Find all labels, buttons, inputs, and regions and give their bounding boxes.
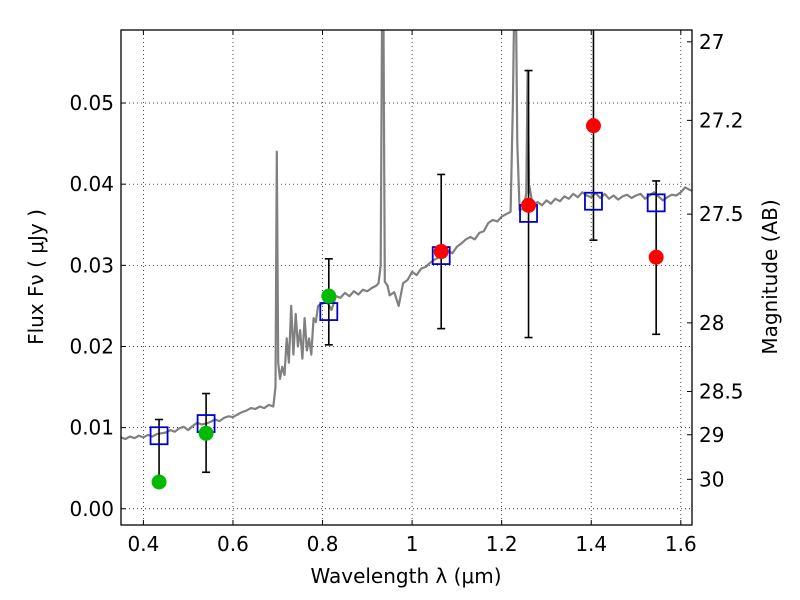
- observed-flux-point: [648, 249, 664, 265]
- y-right-tick-label: 29: [699, 423, 724, 447]
- x-axis-label: Wavelength λ (μm): [310, 564, 501, 588]
- y-right-tick-label: 27.5: [699, 202, 744, 226]
- y-tick-label: 0.04: [69, 172, 114, 196]
- observed-flux-point: [198, 425, 214, 441]
- y-axis-label: Flux Fν ( μJy ): [24, 209, 48, 345]
- y-right-tick-label: 27.2: [699, 108, 744, 132]
- grid-lines: [121, 30, 692, 525]
- model-photometry-square: [646, 193, 666, 213]
- y-tick-label: 0.05: [69, 91, 114, 115]
- y-tick-label: 0.00: [69, 497, 114, 521]
- x-tick-label: 1.2: [486, 532, 518, 556]
- y-right-tick-label: 28.5: [699, 379, 744, 403]
- y-tick-label: 0.02: [69, 334, 114, 358]
- observed-flux-point: [585, 118, 601, 134]
- y-right-tick-label: 27: [699, 30, 724, 54]
- model-photometry-square: [149, 426, 169, 446]
- x-tick-label: 1.6: [665, 532, 697, 556]
- y-right-tick-label: 30: [699, 467, 724, 491]
- observed-flux-point: [433, 244, 449, 260]
- x-tick-label: 0.6: [217, 532, 249, 556]
- x-tick-label: 1.4: [575, 532, 607, 556]
- model-spectrum-line: [121, 30, 692, 441]
- x-tick-label: 0.4: [127, 532, 159, 556]
- x-tick-label: 0.8: [307, 532, 339, 556]
- observed-flux-point: [521, 197, 537, 213]
- observed-flux-point: [151, 474, 167, 490]
- plot-area: [121, 30, 692, 490]
- plot-frame: [120, 29, 693, 526]
- x-axis: 0.4 0.6 0.8 1 1.2 1.4 1.6: [127, 30, 697, 556]
- y-axis-right-label: Magnitude (AB): [758, 199, 782, 354]
- x-tick-label: 1: [406, 532, 419, 556]
- y-tick-label: 0.03: [69, 253, 114, 277]
- y-axis-right: 27 27.2 27.5 28 28.5 29 30: [687, 30, 744, 491]
- observed-flux-point: [321, 288, 337, 304]
- y-axis: 0.00 0.01 0.02 0.03 0.04 0.05: [69, 91, 126, 521]
- model-photometry-square: [584, 191, 603, 211]
- y-right-tick-label: 28: [699, 311, 724, 335]
- y-tick-label: 0.01: [69, 416, 114, 440]
